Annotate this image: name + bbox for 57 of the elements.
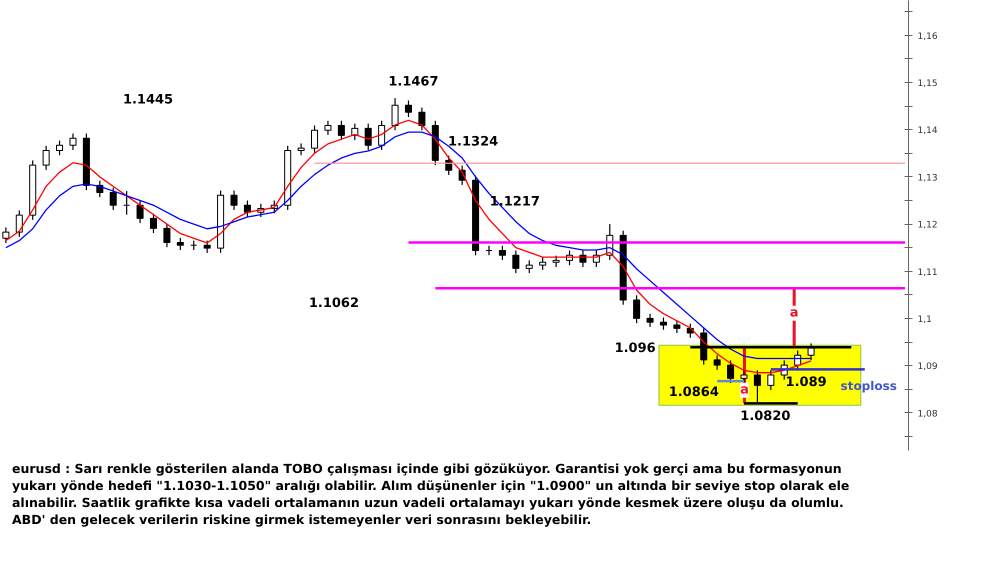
y-tick-label: 1,11	[918, 268, 938, 278]
annotation: 1.1467	[388, 74, 439, 90]
candlestick	[56, 140, 64, 156]
candlestick	[69, 132, 76, 151]
y-tick-label: 1,14	[918, 126, 938, 136]
candlestick	[324, 120, 332, 136]
candlestick	[727, 360, 734, 384]
candlestick	[526, 260, 533, 274]
text: eurusd : Sarı renkle gösterilen alanda TOBO çalışması içinde gibi gözüküyor. Garantisi yok gerçi ama bu formasyonun yukarı yönde hedefi "1.1030-1.1050" aralığı olabilir. Alım düşünenler için "1.0900" un altında bir seviye stop olarak ele alınabilir. Saatlik grafikte kısa vadeli ortalamanın uzun vadeli ortalamayı yukarı yönde kesmek üzere oluşu da olumlu. ABD' den gelecek verilerin riskine girmek istemeyenler veri sonrasını bekleyebilir.	[12, 460, 850, 528]
candlestick	[767, 370, 774, 391]
y-tick-label: 1,15	[918, 79, 938, 90]
y-tick-label: 1,08	[918, 409, 938, 420]
candlestick	[136, 200, 144, 224]
candlestick	[190, 240, 198, 251]
candlestick	[714, 354, 721, 370]
candlestick	[646, 313, 654, 328]
candlestick	[633, 294, 640, 324]
y-tick-label: 1,13	[918, 173, 938, 184]
candlestick	[660, 316, 667, 330]
annotation: 1.0864	[668, 385, 719, 400]
annotation: 1.0820	[740, 409, 790, 424]
annotation: 1.1445	[122, 92, 174, 108]
candlestick	[673, 320, 680, 334]
candlestick	[123, 190, 130, 216]
candlestick	[2, 226, 10, 244]
annotation: a	[740, 382, 749, 398]
annotation: a	[790, 306, 799, 321]
candlestick	[150, 213, 158, 234]
candlestick	[163, 223, 170, 248]
candlestick	[539, 256, 546, 270]
candlestick	[392, 98, 399, 131]
candlestick	[378, 120, 386, 151]
candlestick	[204, 240, 211, 254]
candlestick	[311, 124, 318, 154]
candlestick	[16, 210, 23, 238]
candlestick	[364, 123, 372, 151]
candlestick	[404, 100, 412, 118]
annotation: 1.1324	[448, 134, 498, 150]
candlestick	[244, 200, 251, 218]
candlestick	[110, 187, 117, 211]
annotation: 1.096	[614, 341, 656, 356]
candlestick	[176, 237, 184, 251]
annotation: 1.089	[786, 375, 827, 390]
candlestick	[298, 142, 305, 156]
candlestick	[42, 145, 50, 170]
candlestick	[552, 255, 560, 268]
candlestick	[418, 106, 426, 131]
y-tick-label: 1,16	[918, 32, 938, 42]
y-tick-label: 1,09	[918, 362, 938, 372]
candlestick	[512, 250, 520, 274]
y-tick-label: 1,12	[918, 220, 938, 231]
candlestick	[230, 190, 238, 211]
candlestick	[338, 120, 345, 141]
y-tick-label: 1,1	[918, 314, 932, 325]
annotation: 1.1062	[308, 296, 360, 312]
candlestick	[485, 245, 493, 256]
candlestick	[498, 245, 506, 261]
